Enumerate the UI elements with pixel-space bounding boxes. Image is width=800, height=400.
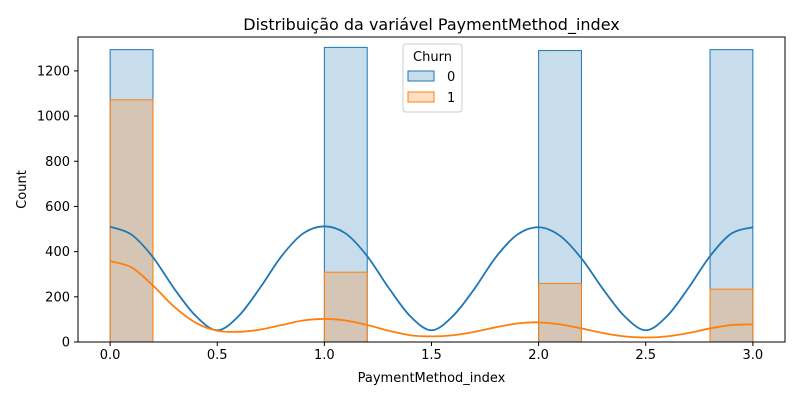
y-tick-label: 1200	[37, 64, 70, 79]
x-tick-label: 2.0	[528, 348, 549, 363]
legend-title: Churn	[413, 50, 452, 65]
y-tick-label: 800	[45, 155, 70, 170]
x-tick-label: 1.5	[421, 348, 442, 363]
x-tick-label: 3.0	[743, 348, 764, 363]
legend-label-1: 1	[447, 91, 455, 106]
kde-line-churn-1	[109, 260, 753, 339]
bar-churn-1	[109, 99, 154, 343]
y-tick-label: 200	[45, 290, 70, 305]
legend-swatch-1	[407, 91, 435, 103]
y-tick-label: 600	[45, 200, 70, 215]
legend-box	[402, 43, 463, 113]
x-tick-label: 2.5	[635, 348, 656, 363]
bar-churn-0	[538, 50, 582, 343]
kde-layer	[109, 225, 754, 339]
legend-swatch-0	[407, 70, 435, 82]
x-tick-label: 0.0	[100, 348, 121, 363]
bars-layer	[109, 46, 754, 343]
y-tick-label: 0	[62, 336, 70, 351]
bar-churn-0	[323, 46, 368, 343]
axes: 0.0 0.5 1.0 1.5 2.0 2.5 3.0 0 200 400 600 800 1000 12…	[37, 36, 786, 363]
kde-line-churn-0	[109, 225, 754, 332]
bar-churn-1	[538, 282, 582, 343]
bar-churn-0	[109, 49, 154, 343]
x-tick-label: 1.0	[314, 348, 335, 363]
y-axis-label: Count	[15, 170, 30, 209]
bar-churn-1	[323, 271, 368, 343]
y-tick-label: 400	[45, 245, 70, 260]
legend: Churn 0 1	[402, 43, 463, 113]
x-tick-label: 0.5	[207, 348, 228, 363]
y-tick-label: 1000	[37, 110, 70, 125]
bar-churn-1	[709, 288, 754, 343]
legend-label-0: 0	[447, 70, 455, 85]
x-axis-label: PaymentMethod_index	[358, 371, 506, 386]
chart-title: Distribuição da variável PaymentMethod_i…	[243, 15, 619, 35]
bar-churn-0	[709, 49, 754, 343]
